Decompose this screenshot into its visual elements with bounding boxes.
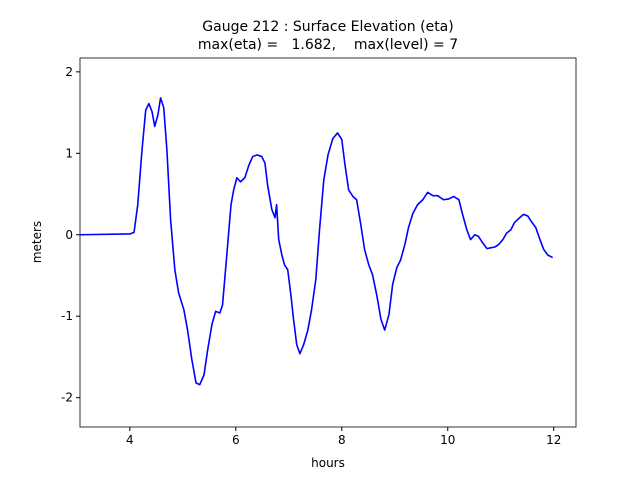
- x-tick-label: 4: [126, 433, 134, 447]
- y-tick-label: 0: [65, 228, 73, 242]
- x-tick-label: 12: [546, 433, 561, 447]
- x-tick-label: 8: [338, 433, 346, 447]
- x-tick-label: 6: [232, 433, 240, 447]
- y-tick-label: 1: [65, 146, 73, 160]
- chart-title: Gauge 212 : Surface Elevation (eta): [202, 19, 453, 35]
- x-axis-label: hours: [311, 456, 345, 470]
- chart-subtitle: max(eta) = 1.682, max(level) = 7: [198, 37, 458, 53]
- plot-frame: [79, 57, 577, 428]
- y-axis-label: meters: [30, 221, 44, 263]
- y-tick-label: -1: [61, 309, 73, 323]
- y-tick-label: -2: [61, 391, 73, 405]
- x-tick-label: 10: [440, 433, 455, 447]
- line: [79, 97, 554, 386]
- y-tick-label: 2: [65, 65, 73, 79]
